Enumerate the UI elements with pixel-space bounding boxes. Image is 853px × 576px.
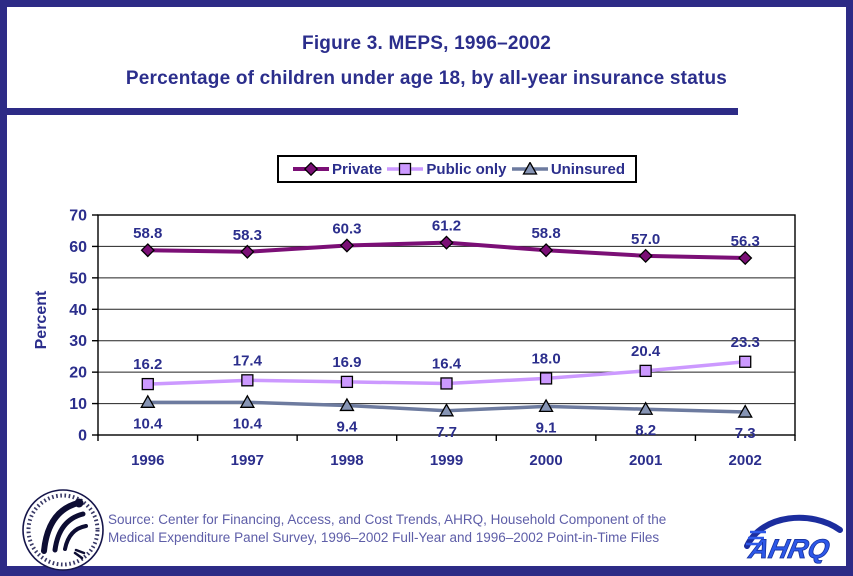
private-marker <box>638 248 653 263</box>
title-divider-bar <box>7 108 738 115</box>
data-label: 9.1 <box>536 419 557 436</box>
source-line1: Source: Center for Financing, Access, an… <box>108 512 667 527</box>
private-marker <box>439 235 454 250</box>
uninsured-marker <box>339 397 355 412</box>
square-legend-marker-icon <box>387 162 424 176</box>
data-label: 17.4 <box>233 352 263 369</box>
legend-label: Public only <box>426 160 507 178</box>
hhs-logo <box>22 489 104 571</box>
data-label: 61.2 <box>432 218 461 235</box>
data-label: 56.3 <box>731 233 760 250</box>
data-label: 8.2 <box>635 422 656 439</box>
line-chart: 0 10 20 30 40 50 60 70 1996 1997 1998 1999 2000 2001 2… <box>0 185 853 485</box>
page-border-top <box>0 0 853 7</box>
data-label: 20.4 <box>631 343 661 360</box>
hhs-seal-ring-text <box>26 493 100 567</box>
data-label: 16.9 <box>332 354 361 371</box>
page-border-left <box>0 0 7 576</box>
public-only-marker <box>639 364 652 378</box>
data-label: 7.3 <box>735 425 756 442</box>
y-tick-label: 10 <box>69 396 87 413</box>
plot-frame <box>97 214 796 436</box>
legend-item-public-only: Public only <box>385 161 506 178</box>
uninsured-marker <box>239 394 255 408</box>
private-marker <box>339 238 355 253</box>
uninsured-marker <box>638 401 654 415</box>
source-note: Source: Center for Financing, Access, an… <box>108 511 728 547</box>
public-only-marker <box>241 374 254 387</box>
public-only-marker <box>340 375 354 389</box>
legend-item-uninsured: Uninsured <box>510 161 625 178</box>
ahrq-logo: AHRQ <box>744 514 843 564</box>
data-label: 9.4 <box>336 418 358 435</box>
legend-marker <box>303 162 319 176</box>
y-tick-label: 70 <box>69 208 87 225</box>
data-label: 57.0 <box>631 231 660 248</box>
data-label: 58.3 <box>233 227 262 244</box>
x-tick-label: 1998 <box>330 452 363 469</box>
page-border-bottom <box>0 566 853 576</box>
data-label: 16.2 <box>133 356 162 373</box>
x-tick-label: 1999 <box>430 452 463 469</box>
data-label: 58.8 <box>133 225 162 242</box>
chart-legend: Private Public only Uninsured <box>277 155 637 183</box>
data-label: 60.3 <box>332 220 361 237</box>
data-label: 58.8 <box>531 225 560 242</box>
uninsured-marker <box>538 398 554 413</box>
y-tick-label: 50 <box>69 270 87 287</box>
private-marker <box>140 243 155 258</box>
public-only-marker <box>440 377 453 390</box>
data-label: 10.4 <box>233 415 263 432</box>
public-only-marker <box>539 372 553 385</box>
public-only-marker <box>739 355 752 368</box>
hhs-eagle-glyph <box>41 498 88 560</box>
legend-item-private: Private <box>291 161 382 178</box>
data-label: 23.3 <box>731 334 760 351</box>
chart-canvas: 0 10 20 30 40 50 60 70 1996 1997 1998 1999 2000 2001 2… <box>33 208 796 469</box>
figure-title-line1: Figure 3. MEPS, 1996–2002 <box>302 33 551 54</box>
x-tick-label: 1997 <box>231 452 264 469</box>
x-tick-label: 1996 <box>131 452 164 469</box>
data-label: 10.4 <box>133 415 163 432</box>
ahrq-logo-speedlines <box>746 530 766 546</box>
private-marker <box>738 250 753 266</box>
y-tick-label: 20 <box>69 365 87 382</box>
x-tick-label: 2001 <box>629 452 662 469</box>
legend-marker <box>522 162 538 175</box>
legend-label: Uninsured <box>550 160 625 178</box>
page-border-right <box>846 0 853 576</box>
figure-title-line2: Percentage of children under age 18, by … <box>125 68 728 89</box>
uninsured-marker <box>737 404 753 418</box>
y-tick-label: 40 <box>69 302 87 319</box>
y-tick-label: 30 <box>69 333 87 350</box>
uninsured-marker <box>140 394 156 408</box>
data-label: 16.4 <box>432 355 462 372</box>
diamond-legend-marker-icon <box>293 162 329 176</box>
source-line2: Medical Expenditure Panel Survey, 1996–2… <box>108 530 660 545</box>
y-tick-label: 60 <box>69 239 87 256</box>
y-tick-label: 0 <box>78 428 87 445</box>
y-axis-title: Percent <box>33 290 50 349</box>
public-only-marker <box>141 377 154 391</box>
data-label: 7.7 <box>436 424 457 441</box>
x-tick-label: 2000 <box>529 452 562 469</box>
private-marker <box>240 244 255 259</box>
private-marker <box>538 243 554 258</box>
legend-marker <box>399 162 412 176</box>
data-label: 18.0 <box>531 350 560 367</box>
triangle-legend-marker-icon <box>511 162 548 175</box>
legend-label: Private <box>332 160 383 178</box>
x-tick-label: 2002 <box>729 452 762 469</box>
uninsured-marker <box>438 402 455 417</box>
